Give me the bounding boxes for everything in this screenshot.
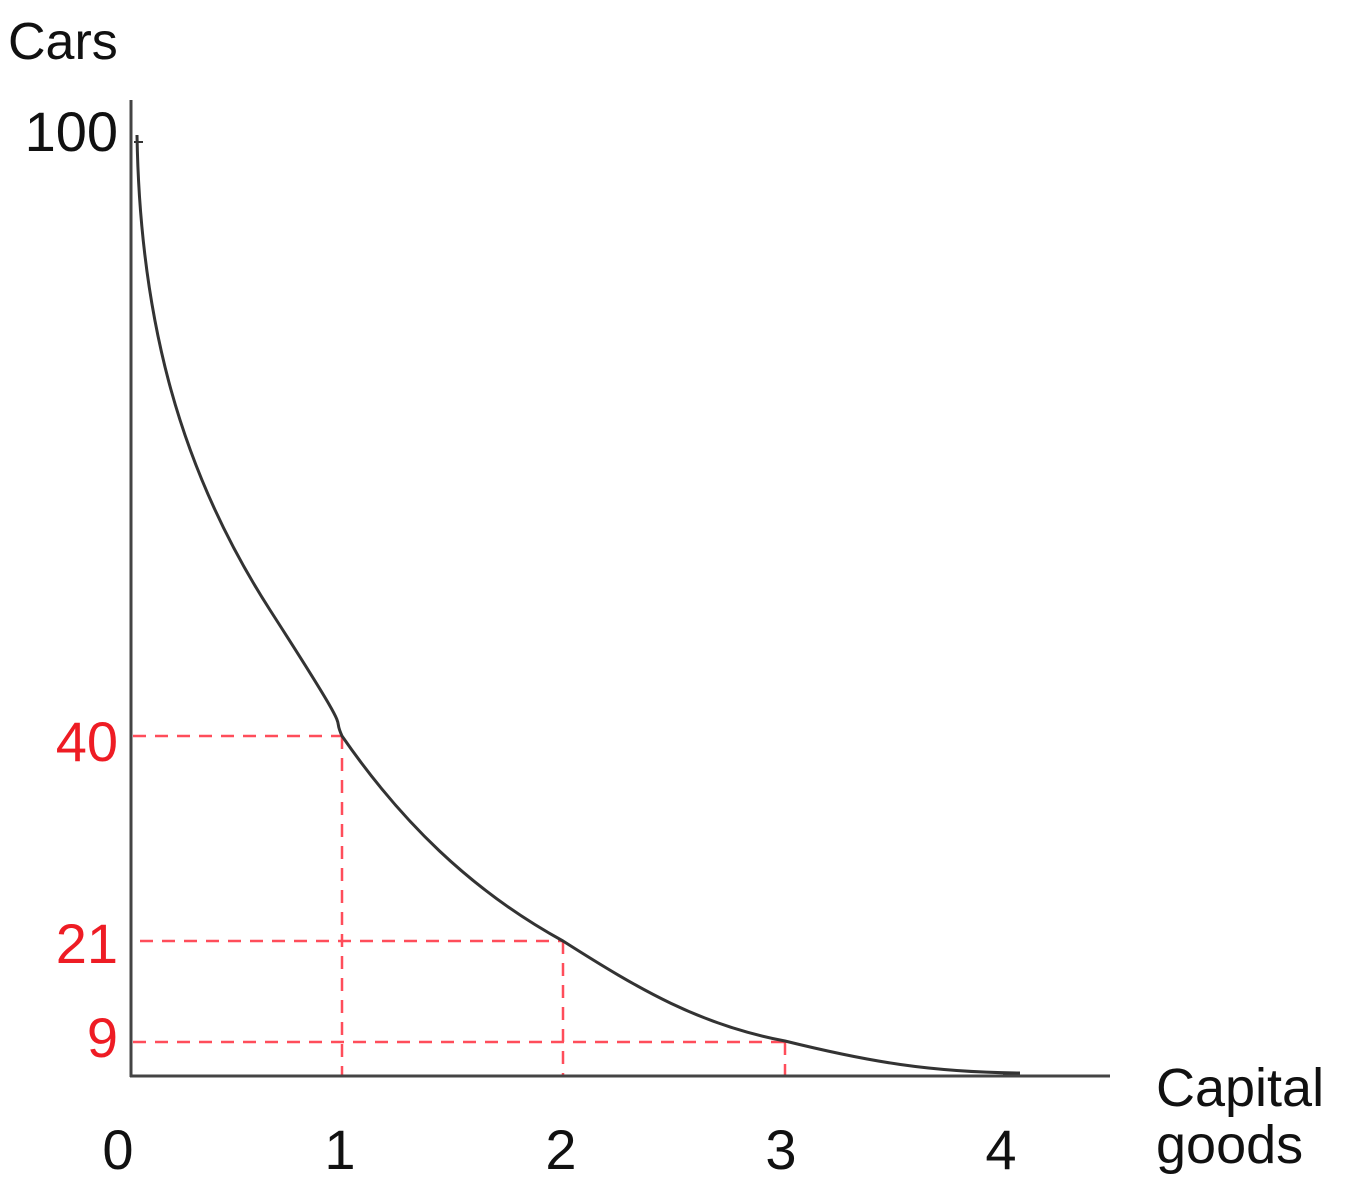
ppf-curve [135,134,1019,1075]
y-tick-21: 21 [55,912,118,975]
x-tick-4: 4 [985,1118,1017,1181]
x-axis-title: Capital goods [1156,1060,1324,1173]
x-tick-2: 2 [545,1118,577,1181]
y-axis-title: Cars [8,13,118,71]
x-axis-title-line2: goods [1156,1114,1304,1175]
x-tick-0: 0 [102,1118,134,1181]
y-tick-40: 40 [55,710,118,773]
reference-lines [133,734,787,1076]
x-tick-1: 1 [324,1118,356,1181]
x-axis-title-line1: Capital [1156,1058,1325,1118]
axes [129,100,1110,1078]
y-tick-9: 9 [86,1006,118,1069]
y-tick-100: 100 [24,100,118,163]
x-tick-3: 3 [765,1118,797,1181]
